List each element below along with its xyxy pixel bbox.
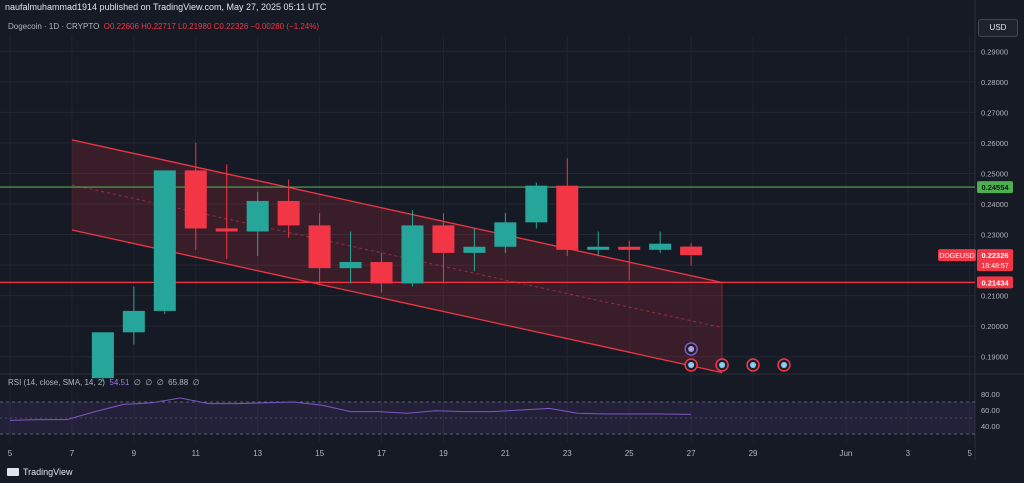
rsi-tick-label: 40.00 — [981, 422, 1000, 431]
tradingview-brand[interactable]: TradingView — [7, 467, 73, 477]
channel-lower-line — [71, 229, 723, 374]
candle-body — [184, 170, 207, 229]
candle-body — [649, 243, 672, 250]
price-tick-label: 0.26000 — [981, 139, 1008, 148]
candle-body — [153, 170, 176, 311]
rsi-legend-label: RSI (14, close, SMA, 14, 2) — [8, 378, 105, 387]
candle-body — [122, 310, 145, 333]
level-label: 0.24554 — [981, 183, 1009, 192]
time-tick-label: 5 — [968, 449, 973, 458]
time-tick-label: 11 — [192, 449, 201, 458]
price-tick-label: 0.19000 — [981, 353, 1008, 362]
time-tick-label: 21 — [501, 449, 510, 458]
rsi-value: 54.51 — [109, 378, 130, 387]
candle-body — [277, 200, 300, 226]
time-tick-label: 15 — [315, 449, 324, 458]
marker-dot — [719, 362, 726, 368]
time-tick-label: 23 — [563, 449, 572, 458]
symbol-tag-bg — [938, 249, 976, 262]
candle-body — [618, 246, 641, 250]
rsi-legend: RSI (14, close, SMA, 14, 2) 54.51 ∅ ∅ ∅ … — [8, 378, 200, 387]
price-tick-label: 0.29000 — [981, 47, 1008, 56]
time-tick-label: 9 — [132, 449, 137, 458]
rsi-tick-label: 80.00 — [981, 390, 1000, 399]
candle-body — [525, 185, 548, 223]
event-markers — [684, 342, 791, 372]
brand-label: TradingView — [23, 467, 73, 477]
countdown-label: 18:48:57 — [981, 263, 1008, 270]
time-tick-label: Jun — [839, 449, 852, 458]
channel-midline — [71, 184, 723, 329]
rsi-axis: 80.00 60.00 40.00 — [981, 390, 1000, 431]
time-tick-label: 3 — [906, 449, 911, 458]
candle-body — [370, 262, 393, 284]
tradingview-logo-icon — [7, 468, 19, 476]
time-tick-label: 5 — [8, 449, 13, 458]
candle-body — [91, 332, 114, 379]
candle-body — [339, 262, 362, 269]
level-label-bg — [977, 181, 1013, 194]
candle-body — [432, 225, 455, 253]
candle-body — [308, 225, 331, 269]
candle-body — [494, 222, 517, 247]
time-tick-label: 27 — [687, 449, 696, 458]
price-tick-label: 0.25000 — [981, 169, 1008, 178]
time-tick-label: 29 — [749, 449, 758, 458]
candle-body — [587, 246, 610, 250]
price-axis[interactable]: 0.29000 0.28000 0.27000 0.26000 0.25000 0.240… — [938, 47, 1013, 362]
marker-dot — [750, 362, 757, 368]
time-tick-label: 7 — [70, 449, 75, 458]
level-label: 0.21434 — [981, 278, 1009, 287]
marker-dot — [688, 346, 695, 352]
price-tick-label: 0.20000 — [981, 322, 1008, 331]
level-label-bg — [977, 276, 1013, 289]
price-tick-label: 0.27000 — [981, 108, 1008, 117]
candle-body — [246, 200, 269, 232]
marker-dot — [781, 362, 787, 368]
candle-body — [680, 246, 703, 256]
price-tick-label: 0.21000 — [981, 292, 1008, 301]
marker-dot — [688, 362, 695, 368]
rsi-line — [9, 397, 692, 421]
rsi-placeholder-3: ∅ — [156, 378, 164, 387]
rsi-trailing: ∅ — [192, 378, 200, 387]
rsi-band — [0, 402, 975, 434]
time-axis[interactable]: 5 7 9 11 13 15 17 19 21 23 25 27 29 Jun 3 5 — [8, 449, 973, 458]
candle-body — [463, 246, 486, 253]
symbol-tag: DOGEUSD — [939, 253, 974, 260]
price-tick-label: 0.28000 — [981, 78, 1008, 87]
price-tag-bg — [977, 249, 1013, 272]
time-tick-label: 19 — [439, 449, 448, 458]
time-tick-label: 13 — [253, 449, 262, 458]
price-tick-label: 0.24000 — [981, 200, 1008, 209]
candle-body — [401, 225, 424, 284]
descending-channel — [71, 139, 723, 374]
price-tick-label: 0.23000 — [981, 231, 1008, 240]
rsi-tick-label: 60.00 — [981, 406, 1000, 415]
rsi-placeholder-1: ∅ — [133, 378, 141, 387]
ohlc-values: O0.22606 H0.22717 L0.21980 C0.22326 −0.0… — [103, 22, 320, 31]
candle-body — [556, 185, 579, 250]
rsi-sma-value: 65.88 — [168, 378, 189, 387]
candle-body — [215, 228, 238, 232]
rsi-placeholder-2: ∅ — [145, 378, 153, 387]
rsi-pane — [0, 397, 975, 435]
time-tick-label: 17 — [377, 449, 386, 458]
channel-upper-line — [71, 139, 723, 284]
symbol-name[interactable]: Dogecoin · 1D · CRYPTO — [8, 22, 100, 31]
current-price-label: 0.22326 — [981, 251, 1008, 260]
symbol-legend: Dogecoin · 1D · CRYPTO O0.22606 H0.22717… — [8, 22, 319, 31]
published-line: naufalmuhammad1914 published on TradingV… — [5, 2, 327, 12]
time-tick-label: 25 — [625, 449, 634, 458]
currency-button[interactable]: USD — [978, 19, 1018, 37]
candles — [91, 142, 703, 382]
